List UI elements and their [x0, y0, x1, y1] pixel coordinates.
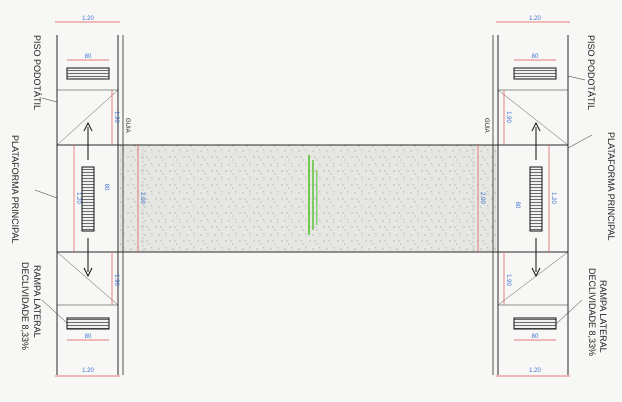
left-tactile-tile-platform [81, 166, 95, 232]
left-declividade-label: DECLIVIDADE 8,33% [20, 262, 30, 350]
left-dim-tile-bottom: 80 [85, 334, 92, 340]
left-piso-podotatil-label: PISO PODOTÁTIL [32, 35, 42, 110]
right-dim-tile-bottom: 80 [532, 334, 539, 340]
right-dim-width-bottom: 1.20 [529, 368, 541, 374]
left-dim-platform-inner: 80 [103, 184, 109, 191]
right-guia-label: GUIA [483, 118, 489, 133]
right-tactile-tile-platform [529, 166, 543, 232]
right-piso-podotatil-label: PISO PODOTÁTIL [586, 35, 596, 110]
left-dim-tile-top: 80 [85, 54, 92, 60]
right-dim-ramp-bottom: 1.90 [505, 274, 511, 286]
left-dim-ramp-top: 1.90 [113, 111, 119, 123]
right-rampa-lateral-label: RAMPA LATERAL [598, 280, 608, 353]
right-dim-tile-top: 80 [532, 54, 539, 60]
right-dim-ramp-top: 1.90 [505, 111, 511, 123]
right-dim-width-top: 1.20 [529, 16, 541, 22]
right-ramp [477, 21, 593, 377]
right-dim-platform: 1.20 [550, 192, 556, 204]
left-tactile-tile-top [66, 67, 110, 80]
right-plataforma-principal-label: PLATAFORMA PRINCIPAL [606, 132, 616, 241]
left-rampa-lateral-label: RAMPA LATERAL [32, 265, 42, 338]
left-dim-ramp-bottom: 1.90 [113, 274, 119, 286]
right-tactile-tile-bottom [513, 317, 557, 330]
left-plataforma-principal-label: PLATAFORMA PRINCIPAL [10, 135, 20, 244]
right-dim-crosswalk: 2.00 [479, 192, 485, 204]
right-declividade-label: DECLIVIDADE 8,33% [587, 268, 597, 356]
center-annotation [308, 155, 318, 235]
left-dim-crosswalk: 2.00 [139, 192, 145, 204]
left-dim-width-bottom: 1.20 [82, 368, 94, 374]
left-ramp [34, 21, 139, 377]
left-dim-platform: 1.20 [75, 192, 81, 204]
right-tactile-tile-top [513, 67, 557, 80]
right-dim-platform-inner: 80 [514, 202, 520, 209]
left-guia-label: GUIA [124, 118, 130, 133]
left-dim-width-top: 1.20 [82, 16, 94, 22]
left-tactile-tile-bottom [66, 317, 110, 330]
